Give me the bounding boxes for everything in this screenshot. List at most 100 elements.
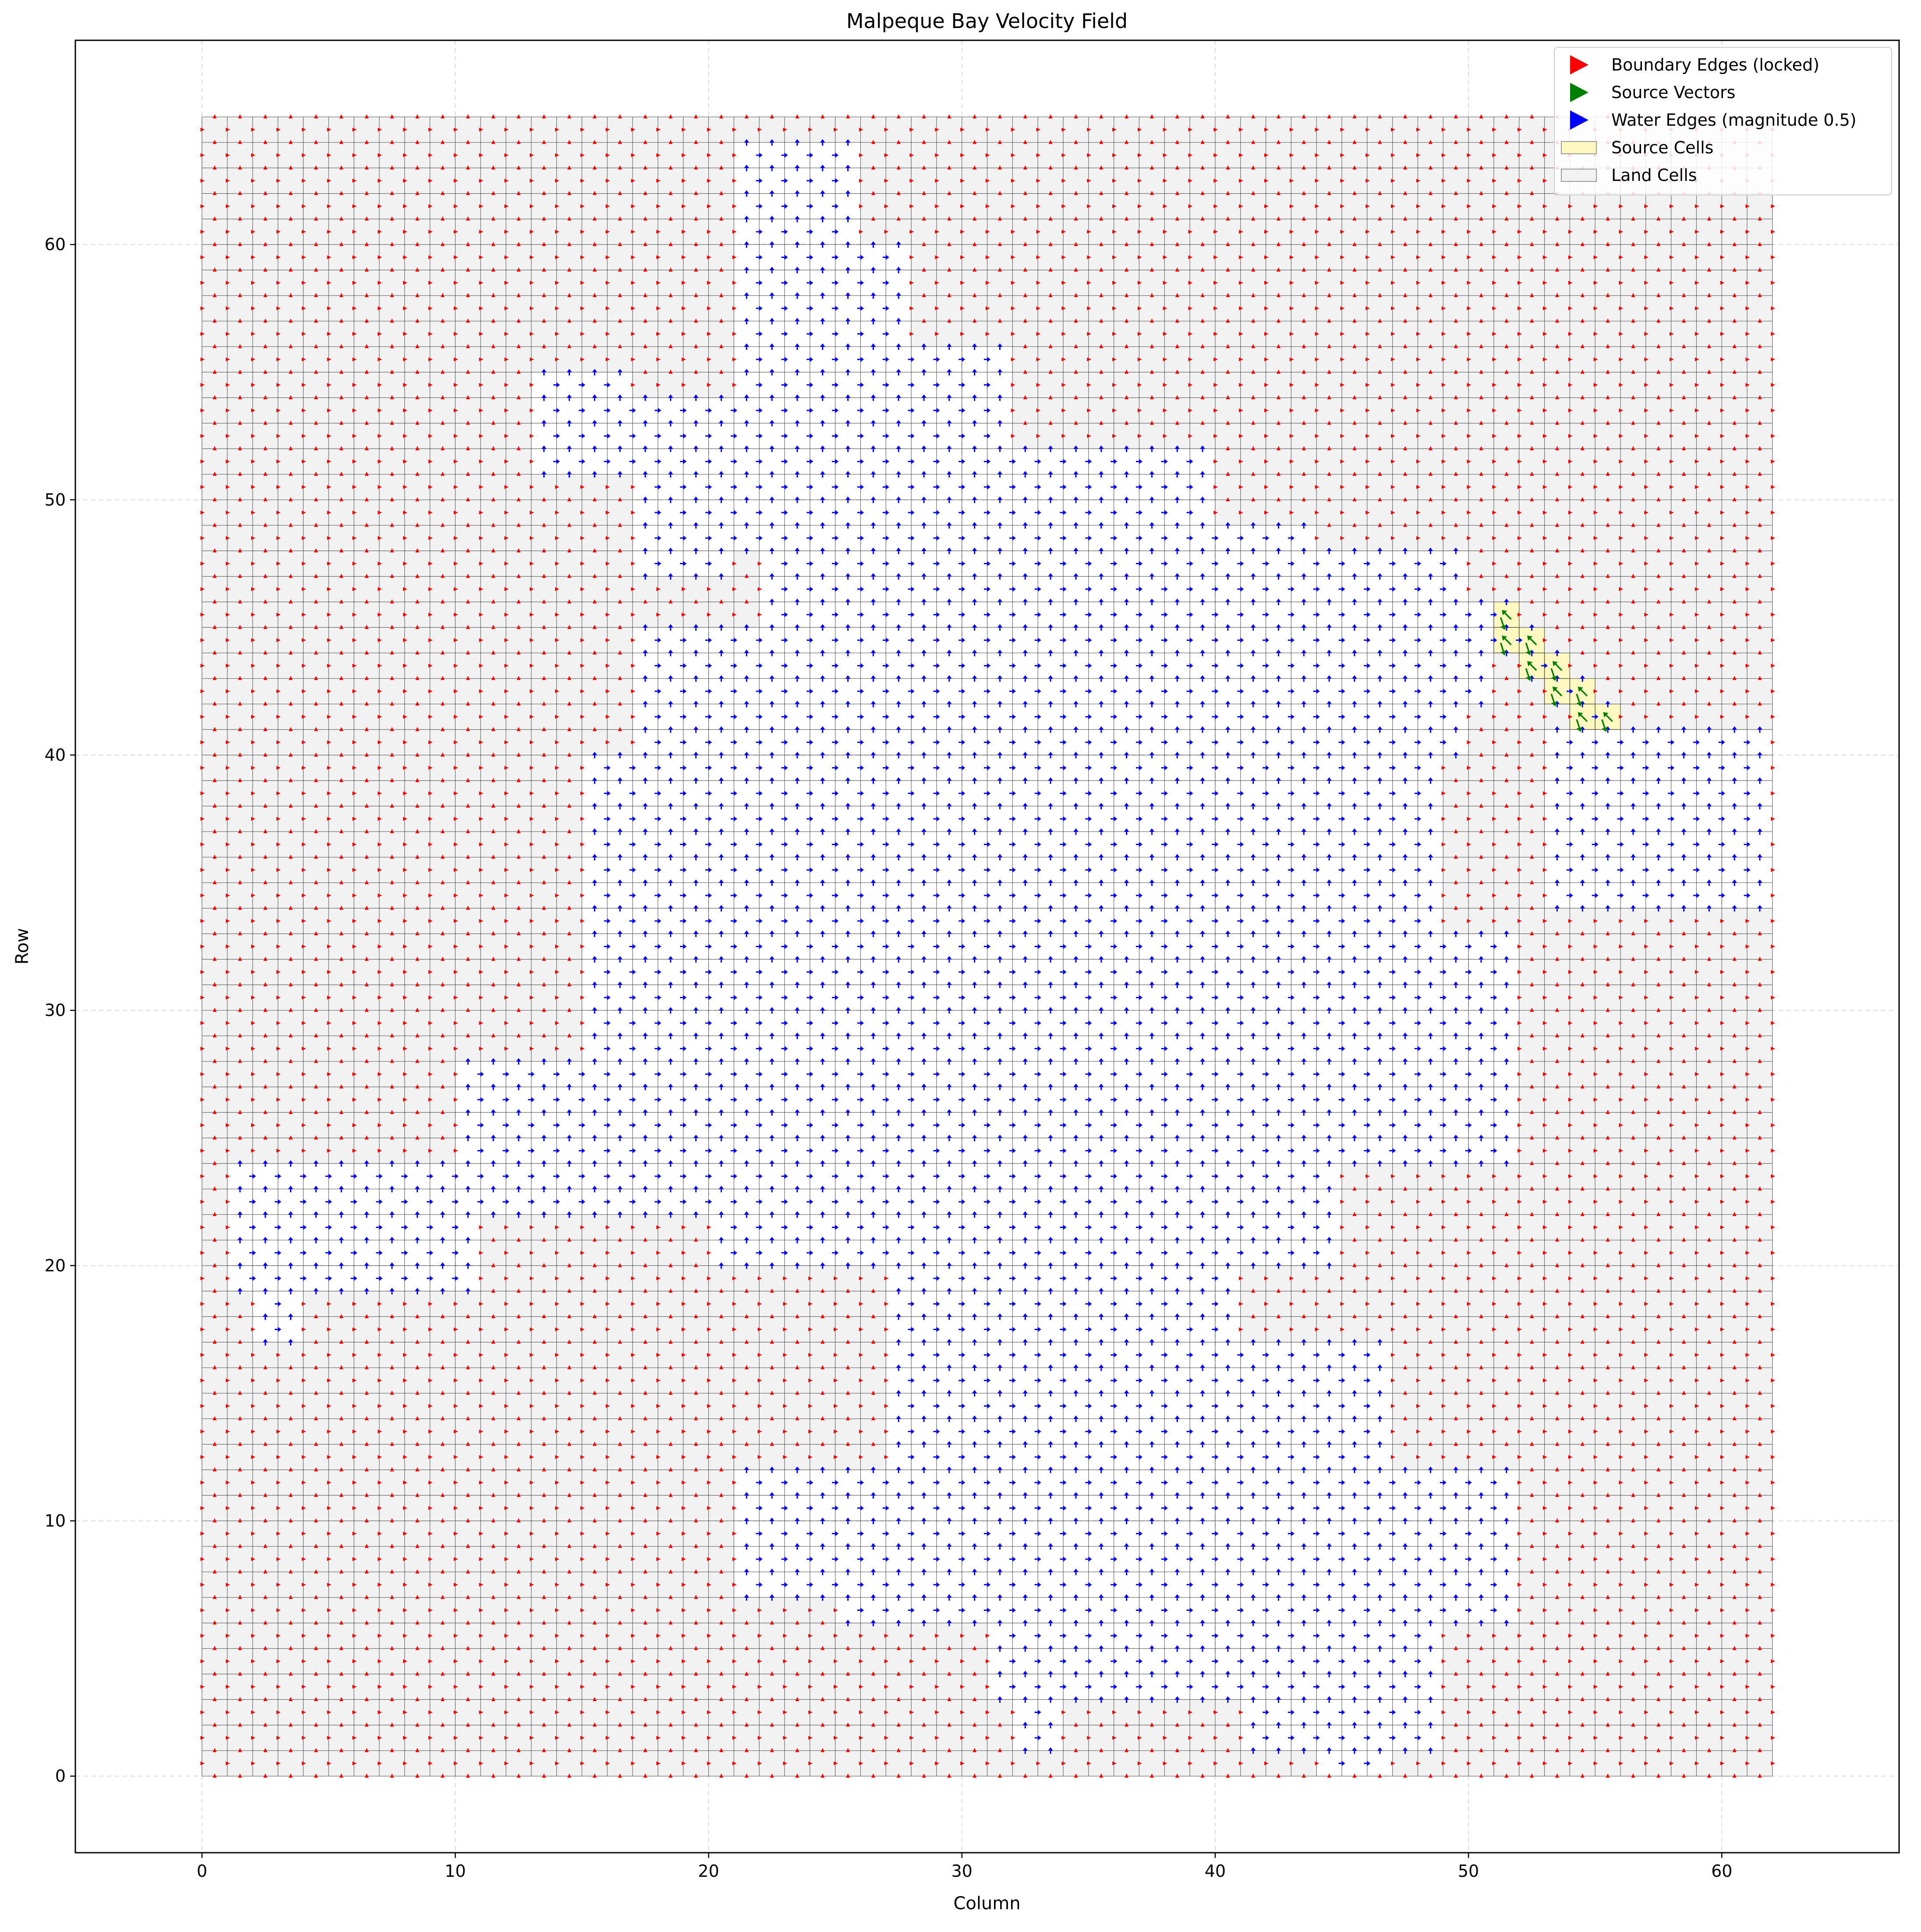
land-cell <box>556 1699 582 1726</box>
land-cell <box>506 1342 532 1368</box>
boundary-edge-arrow <box>567 1671 571 1676</box>
land-cell <box>1341 449 1368 475</box>
water-edge-arrow <box>1428 1594 1433 1601</box>
boundary-edge-arrow <box>592 1543 597 1548</box>
boundary-edge-arrow <box>238 1569 242 1574</box>
boundary-edge-arrow <box>1656 1416 1661 1421</box>
land-cell <box>1747 1444 1773 1470</box>
land-cell <box>227 1367 253 1394</box>
land-cell <box>1747 1623 1773 1649</box>
water-edge-arrow <box>946 1364 952 1371</box>
boundary-edge-arrow <box>314 1493 318 1497</box>
water-edge-arrow <box>1250 1543 1256 1550</box>
land-cell <box>658 1419 684 1445</box>
boundary-edge-arrow <box>618 1620 622 1625</box>
water-edge-arrow <box>1098 1237 1104 1244</box>
land-cell <box>227 219 253 245</box>
boundary-edge-arrow <box>390 1467 394 1472</box>
boundary-edge-arrow <box>1580 1441 1585 1446</box>
land-cell <box>886 1648 912 1674</box>
boundary-edge-arrow <box>1580 1697 1585 1701</box>
land-cell <box>481 499 506 526</box>
land-cell <box>227 449 253 475</box>
land-cell <box>1544 219 1570 245</box>
boundary-edge-arrow <box>770 1671 774 1676</box>
water-edge-arrow <box>1199 1466 1205 1473</box>
land-cell <box>1291 1750 1317 1776</box>
land-cell <box>506 142 532 168</box>
boundary-edge-arrow <box>1125 1748 1129 1752</box>
land-cell <box>1696 1189 1722 1215</box>
land-cell <box>1266 321 1291 347</box>
land-cell <box>1316 321 1342 347</box>
water-edge-arrow <box>1453 1543 1459 1550</box>
boundary-edge-arrow <box>1758 1543 1762 1548</box>
land-cell <box>1595 984 1621 1011</box>
land-cell <box>303 729 329 756</box>
land-cell <box>962 117 988 143</box>
land-cell <box>303 1444 329 1470</box>
boundary-edge-arrow <box>1707 1339 1711 1344</box>
boundary-edge-arrow <box>212 1773 217 1778</box>
land-cell <box>1595 1597 1621 1624</box>
land-cell <box>455 602 481 628</box>
land-cell <box>1418 1367 1443 1394</box>
boundary-edge-arrow <box>1707 1314 1711 1318</box>
water-edge-arrow <box>1098 1415 1104 1422</box>
land-cell <box>1291 1291 1317 1317</box>
land-cell <box>404 602 431 628</box>
land-cell <box>1595 1367 1621 1394</box>
land-cell <box>1367 244 1393 271</box>
boundary-edge-arrow <box>263 1671 268 1676</box>
land-cell <box>1722 1546 1748 1572</box>
boundary-edge-arrow <box>846 1314 850 1318</box>
land-cell <box>430 193 456 219</box>
boundary-edge-arrow <box>669 1595 673 1599</box>
boundary-edge-arrow <box>517 1518 521 1523</box>
water-edge-arrow <box>1250 1722 1256 1729</box>
land-cell <box>1544 704 1570 730</box>
boundary-edge-arrow <box>1251 1314 1256 1318</box>
land-cell <box>303 1648 329 1674</box>
land-cell <box>1722 1725 1748 1751</box>
land-cell <box>1645 1546 1672 1572</box>
land-cell <box>227 1010 253 1037</box>
land-cell <box>1215 474 1241 500</box>
land-cell <box>1519 1725 1545 1751</box>
boundary-edge-arrow <box>491 1237 495 1242</box>
water-edge-arrow <box>845 1594 851 1601</box>
land-cell <box>227 1699 253 1726</box>
water-edge-arrow <box>896 1594 902 1601</box>
land-cell <box>202 499 228 526</box>
land-cell <box>303 908 329 934</box>
land-cell <box>227 1750 253 1776</box>
land-cell <box>1215 499 1241 526</box>
boundary-edge-arrow <box>1758 1645 1762 1650</box>
boundary-edge-arrow <box>618 1748 622 1752</box>
land-cell <box>455 449 481 475</box>
boundary-edge-arrow <box>643 1441 647 1446</box>
land-cell <box>1038 1750 1064 1776</box>
land-cell <box>1747 1572 1773 1598</box>
water-edge-arrow <box>1327 1747 1332 1754</box>
land-cell <box>556 525 582 551</box>
land-cell <box>1443 1699 1469 1726</box>
land-cell <box>1696 653 1722 679</box>
land-cell <box>1367 347 1393 373</box>
land-cell <box>404 1623 431 1649</box>
land-cell <box>455 857 481 883</box>
boundary-edge-arrow <box>542 1365 546 1369</box>
boundary-edge-arrow <box>1555 1697 1559 1701</box>
boundary-edge-arrow <box>744 1773 749 1778</box>
boundary-edge-arrow <box>618 1339 622 1344</box>
land-cell <box>1696 1419 1722 1445</box>
land-cell <box>1519 474 1545 500</box>
land-cell <box>658 1521 684 1547</box>
land-cell <box>1544 1240 1570 1266</box>
land-cell <box>1747 219 1773 245</box>
land-cell <box>1519 1112 1545 1139</box>
boundary-edge-arrow <box>618 1391 622 1395</box>
land-cell <box>1620 1623 1646 1649</box>
land-cell <box>227 499 253 526</box>
boundary-edge-arrow <box>1758 1365 1762 1369</box>
